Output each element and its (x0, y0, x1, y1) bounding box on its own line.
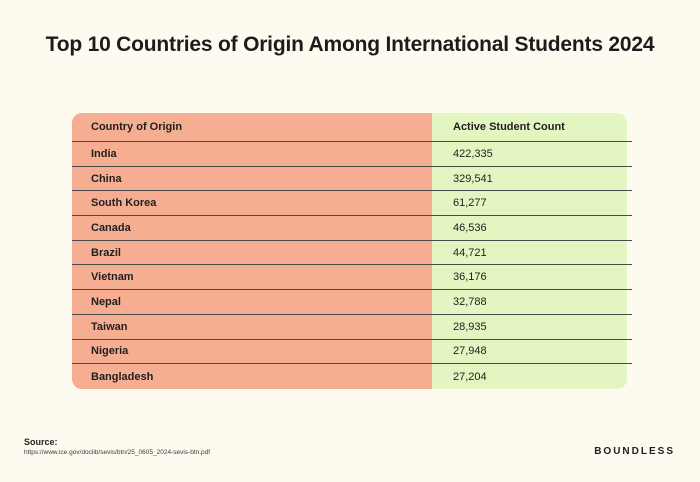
cell-count: 46,536 (453, 221, 487, 234)
cell-count: 329,541 (453, 172, 493, 185)
table-row: Vietnam 36,176 (72, 265, 632, 291)
table-row: Nepal 32,788 (72, 290, 632, 315)
source-label: Source: (24, 437, 58, 447)
cell-country: Taiwan (91, 320, 128, 333)
country-column-background (72, 113, 432, 389)
table-row: China 329,541 (72, 167, 632, 192)
table-row: Brazil 44,721 (72, 241, 632, 266)
cell-country: Vietnam (91, 271, 134, 284)
table-row: Canada 46,536 (72, 216, 632, 241)
cell-country: Canada (91, 221, 131, 234)
cell-country: Brazil (91, 246, 121, 259)
cell-count: 27,204 (453, 370, 487, 383)
table-background (72, 113, 627, 389)
cell-country: India (91, 147, 117, 160)
data-table: Country of Origin Active Student Count I… (72, 113, 632, 389)
cell-count: 44,721 (453, 246, 487, 259)
cell-count: 422,335 (453, 147, 493, 160)
table-header-row: Country of Origin Active Student Count (72, 113, 632, 142)
cell-country: Bangladesh (91, 370, 154, 383)
table-row: Nigeria 27,948 (72, 340, 632, 365)
count-column-background (432, 113, 627, 389)
table-row: Taiwan 28,935 (72, 315, 632, 340)
chart-title: Top 10 Countries of Origin Among Interna… (45, 33, 655, 56)
cell-count: 32,788 (453, 295, 487, 308)
table-row: South Korea 61,277 (72, 191, 632, 217)
table-row: Bangladesh 27,204 (72, 364, 632, 389)
cell-count: 61,277 (453, 197, 487, 210)
cell-count: 27,948 (453, 345, 487, 358)
cell-count: 28,935 (453, 320, 487, 333)
table-row: India 422,335 (72, 142, 632, 167)
cell-country: Nepal (91, 295, 121, 308)
cell-country: China (91, 172, 122, 185)
cell-count: 36,176 (453, 271, 487, 284)
cell-country: South Korea (91, 197, 157, 210)
cell-country: Nigeria (91, 345, 129, 358)
brand-logo: BOUNDLESS (594, 446, 675, 457)
header-count: Active Student Count (453, 121, 565, 133)
header-country: Country of Origin (91, 121, 183, 133)
source-link[interactable]: https://www.ice.gov/doclib/sevis/btn/25_… (24, 449, 211, 456)
